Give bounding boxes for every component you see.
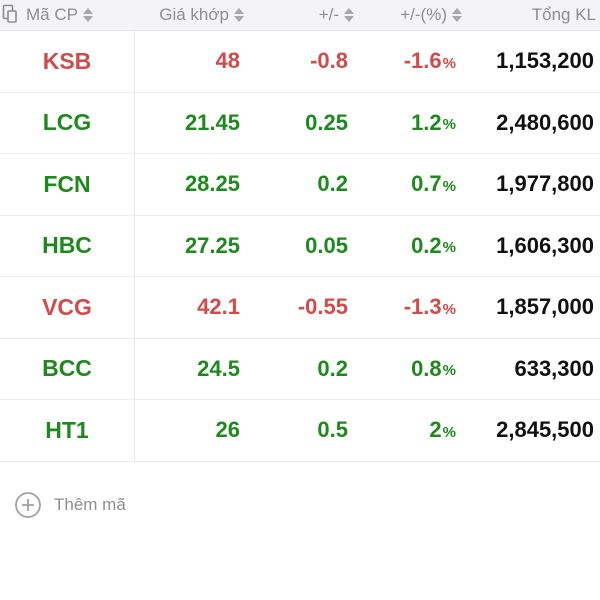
total-volume: 633,300	[514, 355, 594, 381]
price-change: -0.8	[310, 48, 348, 73]
price-change: -0.55	[297, 294, 348, 319]
header-symbol[interactable]: Mã CP	[0, 0, 134, 30]
percent-change: 0.2%	[354, 216, 456, 276]
percent-value: 0.8	[411, 355, 442, 381]
header-price[interactable]: Giá khớp	[134, 0, 244, 30]
add-symbol-label: Thêm mã	[54, 495, 126, 514]
price-change: 0.5	[317, 417, 348, 442]
table-row[interactable]: HT1 26 0.5 2% 2,845,500	[0, 400, 600, 462]
header-volume-label: Tổng KL	[531, 5, 596, 24]
total-volume: 1,153,200	[496, 48, 594, 73]
plus-circle-icon	[15, 492, 41, 518]
percent-unit: %	[442, 423, 456, 441]
percent-value: 2	[429, 417, 442, 442]
table-row[interactable]: KSB 48 -0.8 -1.6% 1,153,200	[0, 31, 600, 93]
percent-change: 0.7%	[354, 154, 456, 214]
table-row[interactable]: FCN 28.25 0.2 0.7% 1,977,800	[0, 154, 600, 216]
stock-symbol[interactable]: HT1	[45, 416, 89, 443]
match-price: 27.25	[184, 232, 240, 258]
stock-symbol[interactable]: LCG	[42, 109, 92, 135]
percent-unit: %	[442, 116, 456, 133]
percent-unit: %	[442, 239, 456, 256]
match-price: 48	[215, 48, 240, 73]
header-percent[interactable]: +/-(%)	[354, 0, 462, 30]
percent-unit: %	[442, 54, 456, 72]
table-row[interactable]: BCC 24.5 0.2 0.8% 633,300	[0, 339, 600, 400]
percent-change: 0.8%	[354, 339, 456, 399]
header-volume[interactable]: Tổng KL	[462, 0, 596, 30]
percent-unit: %	[442, 362, 456, 379]
match-price: 21.45	[184, 109, 240, 135]
document-icon[interactable]	[2, 4, 18, 24]
percent-value: -1.3	[403, 294, 442, 319]
total-volume: 1,977,800	[496, 171, 594, 196]
price-change: 0.2	[317, 171, 348, 196]
percent-value: 0.7	[411, 171, 442, 196]
total-volume: 1,606,300	[496, 232, 594, 258]
match-price: 26	[215, 417, 240, 442]
total-volume: 1,857,000	[496, 294, 594, 319]
percent-unit: %	[442, 177, 456, 195]
percent-value: -1.6	[403, 48, 442, 73]
header-percent-label: +/-(%)	[400, 5, 447, 24]
sort-icon[interactable]	[82, 7, 93, 23]
percent-change: -1.3%	[354, 277, 456, 337]
percent-value: 1.2	[411, 109, 442, 135]
stock-symbol[interactable]: KSB	[42, 47, 92, 74]
price-change: 0.2	[317, 355, 348, 381]
total-volume: 2,480,600	[496, 109, 594, 135]
sort-icon[interactable]	[452, 7, 462, 23]
stock-symbol[interactable]: FCN	[43, 170, 91, 197]
table-row[interactable]: LCG 21.45 0.25 1.2% 2,480,600	[0, 93, 600, 154]
percent-change: -1.6%	[354, 31, 456, 91]
percent-unit: %	[442, 300, 456, 318]
sort-icon[interactable]	[344, 7, 354, 23]
match-price: 42.1	[197, 294, 240, 319]
table-row[interactable]: HBC 27.25 0.05 0.2% 1,606,300	[0, 216, 600, 277]
header-symbol-label: Mã CP	[26, 5, 78, 24]
header-change-label: +/-	[318, 5, 339, 24]
percent-change: 2%	[354, 400, 456, 460]
percent-change: 1.2%	[354, 93, 456, 153]
price-change: 0.05	[305, 232, 348, 258]
total-volume: 2,845,500	[496, 417, 594, 442]
header-change[interactable]: +/-	[244, 0, 354, 30]
stock-symbol[interactable]: BCC	[42, 355, 92, 381]
stock-list: KSB 48 -0.8 -1.6% 1,153,200 LCG 21.45 0.25 1.2% 2…	[0, 31, 600, 462]
match-price: 24.5	[197, 355, 240, 381]
percent-value: 0.2	[411, 232, 442, 258]
table-row[interactable]: VCG 42.1 -0.55 -1.3% 1,857,000	[0, 277, 600, 339]
match-price: 28.25	[184, 171, 240, 196]
stock-symbol[interactable]: HBC	[42, 232, 92, 258]
stock-symbol[interactable]: VCG	[42, 293, 92, 320]
header-price-label: Giá khớp	[159, 5, 229, 24]
sort-icon[interactable]	[234, 7, 244, 23]
price-change: 0.25	[305, 109, 348, 135]
table-header: Mã CP Giá khớp +/- +/-(%) Tổng KL	[0, 0, 600, 31]
column-divider	[134, 30, 135, 462]
add-symbol-button[interactable]: Thêm mã	[14, 490, 126, 520]
